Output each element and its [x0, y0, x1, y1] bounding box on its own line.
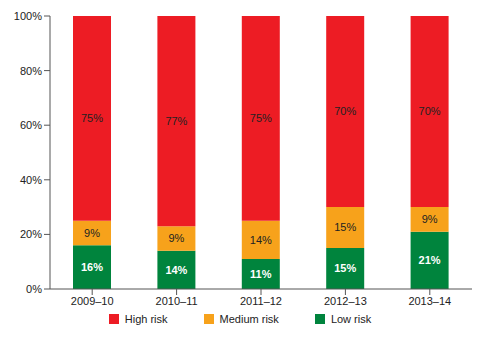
svg-text:2010–11: 2010–11 [156, 295, 198, 307]
svg-text:75%: 75% [250, 112, 272, 124]
svg-text:15%: 15% [334, 221, 356, 233]
svg-text:20%: 20% [20, 228, 42, 240]
svg-text:60%: 60% [20, 119, 42, 131]
svg-text:80%: 80% [20, 65, 42, 77]
svg-text:77%: 77% [165, 115, 187, 127]
svg-text:2009–10: 2009–10 [71, 295, 114, 307]
svg-text:9%: 9% [168, 232, 184, 244]
svg-text:2011–12: 2011–12 [240, 295, 282, 307]
svg-text:9%: 9% [84, 227, 100, 239]
svg-text:2012–13: 2012–13 [324, 295, 367, 307]
html-text:Low risk: Low risk [330, 313, 372, 325]
svg-text:75%: 75% [81, 112, 103, 124]
svg-text:14%: 14% [165, 264, 187, 276]
svg-text:70%: 70% [334, 105, 356, 117]
svg-text:21%: 21% [419, 254, 441, 266]
svg-text:2013–14: 2013–14 [408, 295, 451, 307]
svg-text:14%: 14% [250, 234, 272, 246]
svg-text:100%: 100% [14, 10, 42, 22]
svg-text:15%: 15% [334, 262, 356, 274]
svg-text:70%: 70% [419, 105, 441, 117]
html-text:High risk: High risk [124, 313, 168, 325]
html-text:Medium risk: Medium risk [219, 313, 279, 325]
svg-text:16%: 16% [81, 261, 103, 273]
svg-text:0%: 0% [26, 283, 42, 295]
svg-text:11%: 11% [250, 268, 272, 280]
svg-text:9%: 9% [422, 213, 438, 225]
svg-text:40%: 40% [20, 174, 42, 186]
